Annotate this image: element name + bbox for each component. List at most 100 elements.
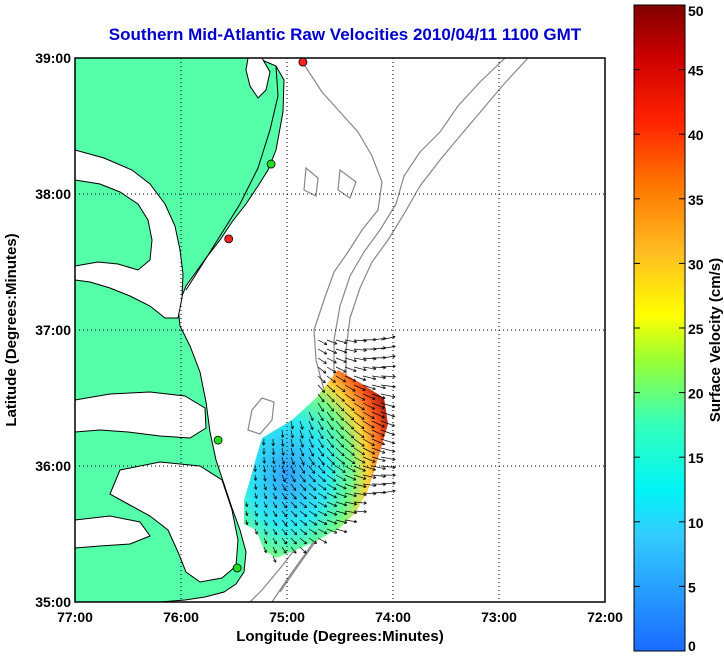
velocity-arrow xyxy=(290,465,295,474)
velocity-arrow-head xyxy=(272,478,277,482)
velocity-arrow-head xyxy=(322,370,327,374)
velocity-arrow xyxy=(299,447,304,457)
velocity-arrow-head xyxy=(323,351,328,355)
velocity-arrow xyxy=(281,537,287,545)
velocity-arrow xyxy=(344,519,357,523)
velocity-arrow xyxy=(317,429,324,439)
velocity-arrow xyxy=(362,366,377,370)
velocity-arrow xyxy=(335,447,345,457)
velocity-arrow xyxy=(344,357,357,362)
velocity-arrow xyxy=(371,447,386,454)
velocity-arrow-head xyxy=(342,477,347,481)
velocity-arrow xyxy=(272,474,276,482)
velocity-arrow-head xyxy=(313,531,318,535)
velocity-arrow-head xyxy=(290,443,295,448)
velocity-arrow xyxy=(326,474,336,482)
velocity-arrow xyxy=(272,555,276,563)
velocity-arrow xyxy=(263,492,267,499)
velocity-arrow xyxy=(344,501,357,505)
velocity-arrow xyxy=(317,447,324,457)
velocity-arrow-head xyxy=(343,520,348,524)
velocity-arrow-head xyxy=(283,541,287,545)
velocity-arrow xyxy=(317,402,324,412)
velocity-arrow xyxy=(326,339,338,345)
velocity-arrow-head xyxy=(352,378,357,382)
velocity-arrow xyxy=(281,429,284,438)
velocity-arrow-head xyxy=(310,417,314,421)
velocity-arrow xyxy=(245,510,248,516)
velocity-arrow-head xyxy=(313,495,317,500)
velocity-arrow xyxy=(317,384,325,393)
velocity-arrow-head xyxy=(320,435,324,440)
velocity-arrow xyxy=(299,492,307,500)
velocity-arrow xyxy=(263,501,268,508)
velocity-arrow xyxy=(344,456,356,464)
velocity-arrow xyxy=(362,456,376,463)
velocity-arrow xyxy=(290,447,294,456)
velocity-arrow-head xyxy=(303,540,307,545)
velocity-arrow-head xyxy=(293,550,297,554)
velocity-arrow xyxy=(344,420,354,430)
velocity-arrow-head xyxy=(322,478,326,482)
velocity-arrow-head xyxy=(362,476,367,480)
velocity-arrow-head xyxy=(353,493,357,498)
velocity-arrow xyxy=(308,411,314,421)
velocity-arrow-head xyxy=(292,478,296,483)
velocity-arrow xyxy=(290,519,298,526)
velocity-arrow xyxy=(344,393,355,402)
velocity-arrow-head xyxy=(293,531,298,536)
velocity-arrow-head xyxy=(323,540,328,544)
velocity-arrow-head xyxy=(293,541,297,545)
x-tick-label: 74:00 xyxy=(375,609,411,625)
velocity-arrow-head xyxy=(320,453,325,457)
velocity-arrow-head xyxy=(283,513,288,518)
velocity-arrow xyxy=(362,420,375,429)
velocity-arrow-head xyxy=(350,426,355,430)
velocity-arrow xyxy=(362,483,377,487)
velocity-arrow xyxy=(371,438,385,445)
velocity-arrow xyxy=(380,375,396,377)
velocity-arrow xyxy=(272,519,278,526)
velocity-arrow-head xyxy=(292,487,297,491)
velocity-arrow xyxy=(263,537,267,544)
velocity-arrow-head xyxy=(313,540,317,544)
velocity-arrow xyxy=(308,528,318,535)
colorbar-tick-label: 15 xyxy=(688,450,704,466)
velocity-arrow-head xyxy=(321,389,326,393)
velocity-arrow xyxy=(362,393,376,400)
velocity-arrow xyxy=(326,420,334,430)
velocity-arrow xyxy=(371,456,386,462)
velocity-arrow xyxy=(362,402,375,410)
velocity-arrow-head xyxy=(273,496,277,500)
velocity-arrow xyxy=(353,348,367,351)
velocity-arrow xyxy=(371,337,386,341)
velocity-arrow xyxy=(254,474,257,481)
velocity-arrow xyxy=(326,348,337,354)
colorbar-tick-label: 50 xyxy=(688,3,704,19)
velocity-arrow-head xyxy=(254,504,258,508)
velocity-arrow-head xyxy=(271,443,275,447)
velocity-arrow xyxy=(335,510,348,515)
velocity-arrow-head xyxy=(333,350,338,354)
velocity-arrow-head xyxy=(291,461,295,465)
velocity-arrow xyxy=(254,510,258,517)
velocity-arrow-head xyxy=(371,451,376,455)
velocity-arrow-head xyxy=(300,435,304,439)
velocity-arrow xyxy=(254,501,258,508)
velocity-arrow xyxy=(263,528,268,535)
velocity-arrow-head xyxy=(311,470,316,474)
velocity-arrow xyxy=(290,483,297,491)
velocity-field xyxy=(244,370,388,558)
velocity-arrow xyxy=(371,347,386,350)
velocity-arrow xyxy=(335,348,347,353)
velocity-arrow-head xyxy=(341,452,345,457)
velocity-arrow xyxy=(353,393,366,401)
velocity-arrow xyxy=(362,465,376,471)
velocity-arrow xyxy=(254,483,257,490)
velocity-arrow xyxy=(299,474,306,483)
velocity-arrow-head xyxy=(333,512,338,516)
velocity-arrow xyxy=(344,492,357,497)
velocity-arrow-head xyxy=(362,377,367,382)
velocity-arrow xyxy=(308,519,318,526)
velocity-arrow xyxy=(353,456,366,464)
